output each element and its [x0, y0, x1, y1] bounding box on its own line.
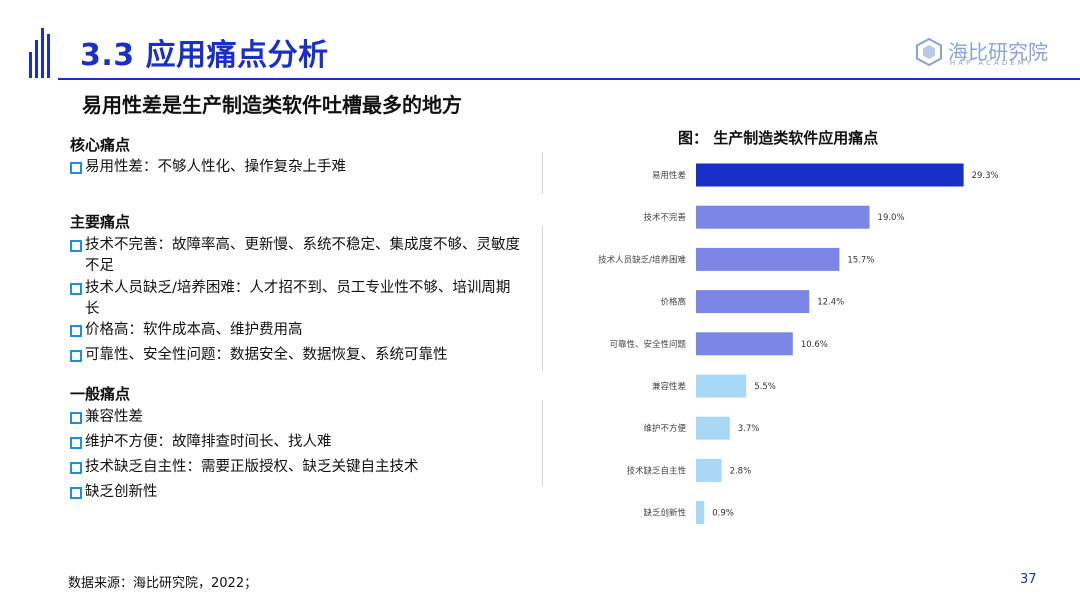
logo-name: 海比研究院: [948, 40, 1048, 64]
value-label: 2.8%: [730, 466, 752, 476]
list-item: 缺乏创新性: [70, 482, 520, 503]
category-label: 价格高: [660, 297, 686, 308]
list-item: 技术缺乏自主性：需要正版授权、缺乏关键自主技术: [70, 457, 520, 478]
bar: [696, 332, 793, 356]
slide-subtitle: 易用性差是生产制造类软件吐槽最多的地方: [82, 93, 462, 117]
list-item: 兼容性差: [70, 407, 520, 428]
list-item: 维护不方便：故障排查时间长、找人难: [70, 432, 520, 453]
logo-subtitle: HAP ACADEMY: [950, 59, 1034, 67]
category-label: 可靠性、安全性问题: [609, 339, 686, 350]
bar: [696, 416, 730, 440]
list-item: 技术不完善：故障率高、更新慢、系统不稳定、集成度不够、灵敏度不足: [70, 235, 520, 277]
bar: [696, 458, 722, 482]
brand-logo: 海比研究院 HAP ACADEMY: [916, 36, 1056, 70]
category-label: 技术人员缺乏/培养困难: [598, 254, 686, 265]
square-bullet-icon: [70, 412, 82, 424]
value-label: 3.7%: [738, 424, 760, 434]
section-heading-major: 主要痛点: [70, 213, 131, 231]
page-number: 37: [1020, 572, 1037, 587]
page-title: 3.3 应用痛点分析: [80, 38, 329, 73]
value-label: 0.9%: [712, 509, 734, 519]
category-label: 缺乏创新性: [643, 508, 686, 519]
title-divider: [58, 78, 1080, 80]
square-bullet-icon: [70, 325, 82, 337]
value-label: 29.3%: [972, 171, 999, 181]
divider: [542, 152, 543, 194]
bar: [696, 501, 705, 525]
square-bullet-icon: [70, 283, 82, 295]
divider: [542, 226, 543, 372]
category-label: 易用性差: [652, 170, 686, 181]
value-label: 19.0%: [878, 213, 905, 223]
square-bullet-icon: [70, 437, 82, 449]
list-item: 价格高：软件成本高、维护费用高: [70, 320, 520, 341]
value-label: 15.7%: [847, 255, 874, 265]
section-heading-core: 核心痛点: [70, 136, 131, 154]
bar: [696, 290, 810, 314]
chart-title: 图： 生产制造类软件应用痛点: [678, 129, 879, 147]
square-bullet-icon: [70, 350, 82, 362]
category-label: 技术不完善: [643, 212, 686, 223]
square-bullet-icon: [70, 162, 82, 174]
data-source-note: 数据来源：海比研究院，2022；: [68, 576, 258, 591]
bar: [696, 247, 840, 271]
bar: [696, 374, 747, 398]
square-bullet-icon: [70, 487, 82, 499]
hexagon-logo-icon: [916, 38, 942, 66]
value-label: 10.6%: [801, 340, 828, 350]
category-label: 维护不方便: [643, 423, 686, 434]
list-item: 可靠性、安全性问题：数据安全、数据恢复、系统可靠性: [70, 345, 520, 366]
value-label: 5.5%: [754, 382, 776, 392]
category-label: 兼容性差: [652, 381, 686, 392]
list-item: 技术人员缺乏/培养困难：人才招不到、员工专业性不够、培训周期长: [70, 278, 520, 320]
bar-chart: 易用性差 29.3% 技术不完善 19.0% 技术人员缺乏/培养困难 15.7% 价格高 12…: [598, 163, 999, 525]
bar: [696, 163, 964, 187]
section-heading-general: 一般痛点: [70, 385, 131, 403]
divider: [542, 400, 543, 486]
bar: [696, 205, 870, 229]
list-item: 易用性差：不够人性化、操作复杂上手难: [70, 157, 520, 178]
title-accent-bars: [29, 28, 53, 78]
category-label: 技术缺乏自主性: [626, 465, 686, 476]
square-bullet-icon: [70, 240, 82, 252]
value-label: 12.4%: [817, 298, 844, 308]
square-bullet-icon: [70, 462, 82, 474]
